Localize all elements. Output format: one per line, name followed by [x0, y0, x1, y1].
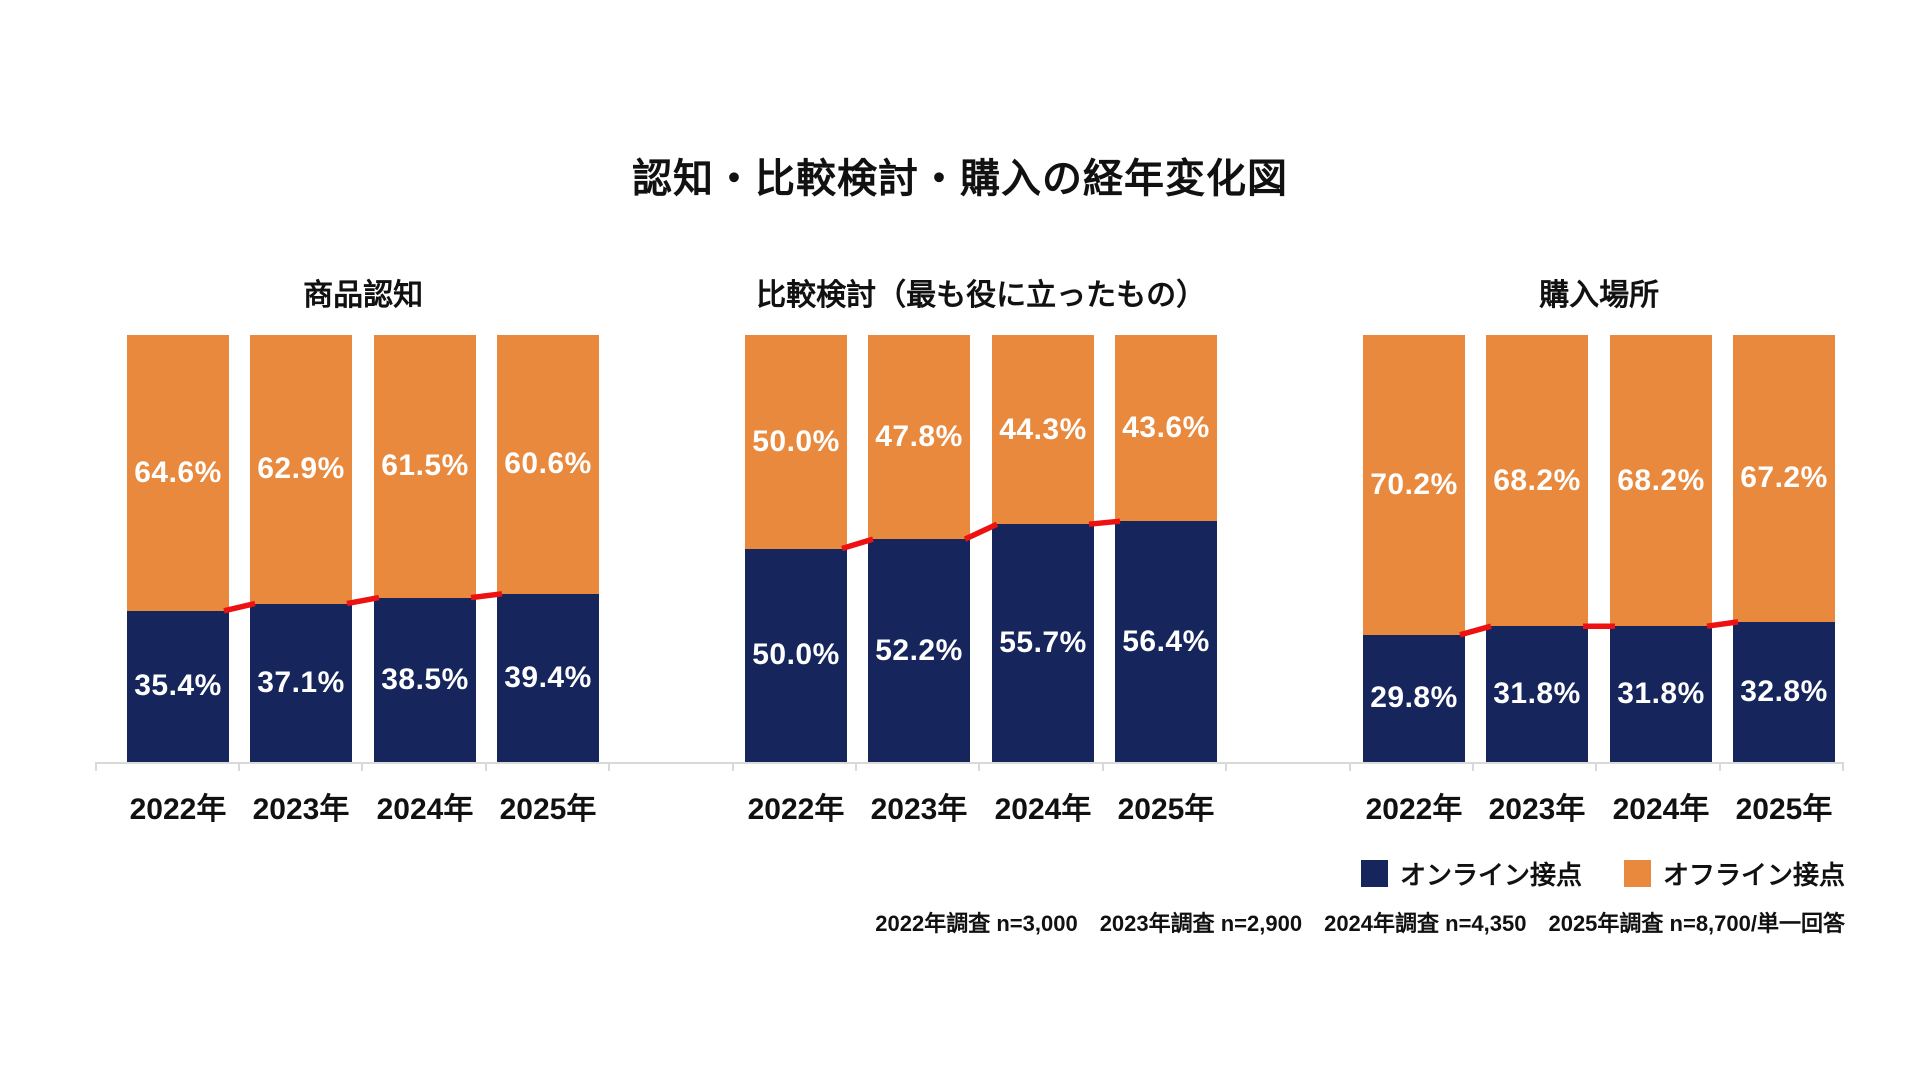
x-axis-label: 2025年	[1117, 793, 1215, 826]
bar-segment-online: 38.5%	[374, 597, 476, 762]
chart-subtitle: 比較検討（最も役に立ったもの）	[756, 279, 1207, 312]
bar-segment-online: 55.7%	[992, 524, 1094, 762]
bar-value-label: 39.4%	[504, 660, 592, 694]
x-axis-label: 2024年	[1612, 793, 1710, 826]
bar-value-label: 68.2%	[1493, 463, 1581, 497]
bar-value-label: 44.3%	[999, 412, 1087, 446]
chart-subtitle: 商品認知	[303, 279, 424, 312]
bar-segment-online: 35.4%	[127, 610, 229, 762]
x-axis-tick	[95, 762, 97, 771]
bar-segment-offline: 64.6%	[127, 335, 229, 611]
x-axis-label: 2023年	[1488, 793, 1586, 826]
bar-segment-online: 37.1%	[250, 603, 352, 762]
bar-value-label: 68.2%	[1617, 463, 1705, 497]
bar-segment-offline: 62.9%	[250, 335, 352, 604]
survey-footnote: 2022年調査 n=3,000 2023年調査 n=2,900 2024年調査 …	[875, 911, 1845, 936]
offline-swatch-icon	[1623, 860, 1651, 887]
bar-value-label: 47.8%	[875, 420, 963, 454]
bar-segment-online: 31.8%	[1610, 626, 1712, 762]
bar-segment-online: 32.8%	[1733, 621, 1835, 762]
bar-value-label: 55.7%	[999, 626, 1087, 660]
x-axis-label: 2024年	[376, 793, 474, 826]
bar-value-label: 61.5%	[381, 449, 469, 483]
bar-segment-online: 52.2%	[868, 539, 970, 762]
x-axis-tick	[1349, 762, 1351, 771]
x-axis-tick	[608, 762, 610, 771]
bar-value-label: 43.6%	[1122, 411, 1210, 445]
bar-value-label: 32.8%	[1740, 674, 1828, 708]
x-axis-tick	[1595, 762, 1597, 771]
bar-value-label: 70.2%	[1370, 467, 1458, 501]
x-axis-label: 2023年	[252, 793, 350, 826]
bar-value-label: 62.9%	[257, 452, 345, 486]
x-axis-tick	[485, 762, 487, 771]
bar-segment-offline: 47.8%	[868, 335, 970, 540]
x-axis-tick	[361, 762, 363, 771]
bar-value-label: 50.0%	[752, 424, 840, 458]
bar-segment-online: 39.4%	[497, 593, 599, 762]
bar-segment-offline: 61.5%	[374, 335, 476, 598]
bar-segment-online: 56.4%	[1115, 521, 1217, 762]
x-axis-tick	[1719, 762, 1721, 771]
x-axis-tick	[1842, 762, 1844, 771]
bar-value-label: 64.6%	[134, 455, 222, 489]
chart-title: 認知・比較検討・購入の経年変化図	[632, 157, 1288, 201]
x-axis-tick	[1102, 762, 1104, 771]
x-axis-label: 2022年	[1365, 793, 1463, 826]
bar-segment-online: 50.0%	[745, 548, 847, 762]
bar-segment-offline: 44.3%	[992, 335, 1094, 525]
bar-value-label: 37.1%	[257, 665, 345, 699]
bar-value-label: 52.2%	[875, 633, 963, 667]
x-axis-tick	[1472, 762, 1474, 771]
x-axis-label: 2025年	[499, 793, 597, 826]
legend-item-online: オンライン接点	[1360, 855, 1582, 892]
bar-value-label: 29.8%	[1370, 681, 1458, 715]
bar-value-label: 67.2%	[1740, 461, 1828, 495]
x-axis-label: 2025年	[1735, 793, 1833, 826]
x-axis-tick	[732, 762, 734, 771]
bar-value-label: 31.8%	[1617, 677, 1705, 711]
bar-segment-online: 31.8%	[1486, 626, 1588, 762]
bar-value-label: 35.4%	[134, 669, 222, 703]
bar-value-label: 38.5%	[381, 662, 469, 696]
bar-segment-offline: 43.6%	[1115, 335, 1217, 522]
x-axis-line	[95, 762, 1843, 764]
x-axis-label: 2022年	[747, 793, 845, 826]
bar-value-label: 60.6%	[504, 447, 592, 481]
chart-subtitle: 購入場所	[1539, 279, 1660, 312]
bar-segment-offline: 67.2%	[1733, 335, 1835, 622]
bar-value-label: 31.8%	[1493, 677, 1581, 711]
bar-segment-offline: 68.2%	[1486, 335, 1588, 627]
bar-value-label: 50.0%	[752, 638, 840, 672]
bar-segment-offline: 50.0%	[745, 335, 847, 549]
legend-item-offline: オフライン接点	[1623, 855, 1845, 892]
bar-segment-offline: 60.6%	[497, 335, 599, 594]
x-axis-label: 2023年	[870, 793, 968, 826]
x-axis-tick	[978, 762, 980, 771]
legend-label-offline: オフライン接点	[1662, 860, 1845, 890]
bar-segment-offline: 68.2%	[1610, 335, 1712, 627]
online-swatch-icon	[1360, 860, 1388, 887]
x-axis-tick	[1225, 762, 1227, 771]
x-axis-label: 2022年	[129, 793, 227, 826]
x-axis-tick	[238, 762, 240, 771]
bar-segment-offline: 70.2%	[1363, 335, 1465, 635]
bar-segment-online: 29.8%	[1363, 634, 1465, 762]
legend: オンライン接点 オフライン接点	[1360, 855, 1845, 892]
x-axis-tick	[855, 762, 857, 771]
legend-label-online: オンライン接点	[1399, 860, 1582, 890]
bar-value-label: 56.4%	[1122, 624, 1210, 658]
x-axis-label: 2024年	[994, 793, 1092, 826]
